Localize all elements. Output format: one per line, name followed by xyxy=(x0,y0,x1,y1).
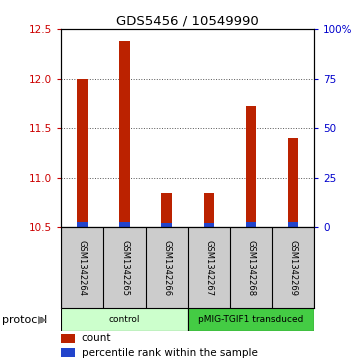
Bar xyxy=(119,223,130,227)
Text: GSM1342265: GSM1342265 xyxy=(120,240,129,295)
Bar xyxy=(61,334,75,343)
Bar xyxy=(77,223,88,227)
Bar xyxy=(288,138,298,223)
Text: count: count xyxy=(82,333,111,343)
Text: GSM1342269: GSM1342269 xyxy=(288,240,297,295)
Bar xyxy=(61,348,75,357)
Text: control: control xyxy=(109,315,140,324)
Text: GSM1342266: GSM1342266 xyxy=(162,240,171,296)
Bar xyxy=(204,193,214,223)
Bar xyxy=(245,106,256,223)
Bar xyxy=(61,308,188,331)
Text: ▶: ▶ xyxy=(38,315,47,325)
Text: GSM1342268: GSM1342268 xyxy=(247,240,255,296)
Text: GSM1342267: GSM1342267 xyxy=(204,240,213,296)
Bar xyxy=(188,308,314,331)
Bar xyxy=(119,41,130,223)
Bar xyxy=(161,223,172,227)
Bar xyxy=(161,193,172,223)
Text: pMIG-TGIF1 transduced: pMIG-TGIF1 transduced xyxy=(198,315,304,324)
Text: protocol: protocol xyxy=(2,315,47,325)
Bar xyxy=(204,223,214,227)
Bar xyxy=(288,223,298,227)
Title: GDS5456 / 10549990: GDS5456 / 10549990 xyxy=(116,15,259,28)
Bar xyxy=(245,223,256,227)
Bar xyxy=(77,79,88,223)
Text: GSM1342264: GSM1342264 xyxy=(78,240,87,295)
Text: percentile rank within the sample: percentile rank within the sample xyxy=(82,348,257,358)
